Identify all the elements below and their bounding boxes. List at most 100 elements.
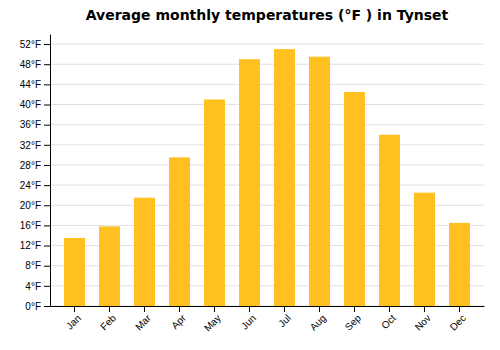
- x-tick-mark: [424, 306, 425, 312]
- y-tick-mark: [44, 125, 50, 126]
- y-tick: 40°F: [20, 99, 50, 110]
- x-tick: Jul: [276, 306, 293, 329]
- y-tick-label: 36°F: [20, 119, 41, 130]
- y-tick-mark: [44, 246, 50, 247]
- y-tick-label: 24°F: [20, 180, 41, 191]
- x-tick-label: Mar: [133, 312, 153, 332]
- x-tick: Jan: [64, 306, 83, 332]
- y-tick: 24°F: [20, 180, 50, 191]
- x-axis: Jan Feb Mar Apr May Jun Jul Aug Sep Oct Nov Dec: [51, 306, 485, 334]
- y-tick-mark: [44, 185, 50, 186]
- x-tick-mark: [144, 306, 145, 312]
- x-tick-mark: [389, 306, 390, 312]
- y-axis: 0°F 4°F 8°F 12°F 16°F 20°F 24°F 28°F 32°F 36°F 40°…: [20, 35, 51, 312]
- y-tick-label: 52°F: [20, 39, 41, 50]
- x-tick-mark: [249, 306, 250, 312]
- y-tick-label: 44°F: [20, 79, 41, 90]
- y-tick: 32°F: [20, 140, 50, 151]
- y-tick-mark: [44, 205, 50, 206]
- bar: [204, 99, 225, 306]
- grid-line: [50, 164, 484, 165]
- y-tick: 28°F: [20, 160, 50, 171]
- y-tick-mark: [44, 165, 50, 166]
- x-tick-mark: [459, 306, 460, 312]
- x-tick-mark: [74, 306, 75, 312]
- y-tick-mark: [44, 306, 50, 307]
- x-tick-label: Oct: [379, 312, 398, 331]
- bar: [379, 135, 400, 306]
- y-tick-mark: [44, 44, 50, 45]
- y-tick: 4°F: [25, 281, 50, 292]
- x-tick-mark: [179, 306, 180, 312]
- y-axis-line: [50, 35, 51, 307]
- y-tick: 48°F: [20, 59, 50, 70]
- y-tick: 0°F: [25, 301, 50, 312]
- bar: [274, 49, 295, 306]
- x-tick: Jun: [239, 306, 258, 332]
- x-axis-line: [51, 306, 485, 307]
- x-tick: May: [202, 306, 223, 334]
- x-tick-label: Sep: [343, 312, 364, 333]
- grid-line: [50, 104, 484, 105]
- grid-line: [50, 64, 484, 65]
- grid-line: [50, 144, 484, 145]
- y-tick-label: 12°F: [20, 240, 41, 251]
- y-tick-mark: [44, 84, 50, 85]
- y-tick-label: 8°F: [25, 260, 41, 271]
- x-tick-label: Jul: [276, 312, 293, 329]
- x-tick-mark: [319, 306, 320, 312]
- x-tick-label: Feb: [98, 312, 118, 332]
- chart: Jan Feb Mar Apr May Jun Jul Aug Sep Oct Nov Dec 0°F 4…: [0, 0, 500, 350]
- x-tick-label: May: [202, 312, 223, 333]
- y-tick-label: 20°F: [20, 200, 41, 211]
- bar: [134, 198, 155, 306]
- y-tick: 44°F: [20, 79, 50, 90]
- bar: [344, 92, 365, 306]
- x-tick: Feb: [98, 306, 118, 332]
- grid-line: [50, 44, 484, 45]
- bar: [64, 238, 85, 306]
- x-tick-label: Dec: [448, 312, 468, 332]
- y-tick-label: 40°F: [20, 99, 41, 110]
- y-tick-label: 48°F: [20, 59, 41, 70]
- y-tick-label: 32°F: [20, 140, 41, 151]
- grid: [50, 44, 484, 306]
- y-tick-label: 0°F: [25, 301, 41, 312]
- x-tick-label: Nov: [413, 312, 433, 332]
- bar: [414, 193, 435, 306]
- grid-line: [50, 185, 484, 186]
- bar: [169, 157, 190, 306]
- x-tick-label: Aug: [308, 312, 328, 332]
- y-tick: 36°F: [20, 119, 50, 130]
- y-tick-label: 4°F: [25, 281, 41, 292]
- x-tick-mark: [354, 306, 355, 312]
- y-tick-mark: [44, 225, 50, 226]
- x-tick: Aug: [308, 306, 328, 333]
- plot-area: [64, 49, 470, 306]
- y-tick: 20°F: [20, 200, 50, 211]
- grid-line: [50, 124, 484, 125]
- x-tick: Apr: [169, 306, 188, 331]
- x-tick: Oct: [379, 306, 398, 331]
- grid-line: [50, 84, 484, 85]
- bar: [449, 223, 470, 306]
- bar: [239, 59, 260, 306]
- x-tick-label: Jan: [64, 312, 83, 331]
- y-tick: 52°F: [20, 39, 50, 50]
- x-tick-label: Jun: [239, 312, 258, 331]
- y-tick: 16°F: [20, 220, 50, 231]
- x-tick: Sep: [343, 306, 364, 333]
- x-tick: Nov: [413, 306, 433, 333]
- y-tick: 8°F: [25, 260, 50, 271]
- bar: [309, 57, 330, 306]
- title: Average monthly temperatures (°F ) in Ty…: [86, 7, 449, 23]
- y-tick-mark: [44, 145, 50, 146]
- y-tick: 12°F: [20, 240, 50, 251]
- y-tick-mark: [44, 64, 50, 65]
- y-tick-label: 16°F: [20, 220, 41, 231]
- y-tick-mark: [44, 105, 50, 106]
- x-tick: Dec: [448, 306, 468, 333]
- x-tick-mark: [109, 306, 110, 312]
- x-tick-mark: [214, 306, 215, 312]
- y-tick-label: 28°F: [20, 160, 41, 171]
